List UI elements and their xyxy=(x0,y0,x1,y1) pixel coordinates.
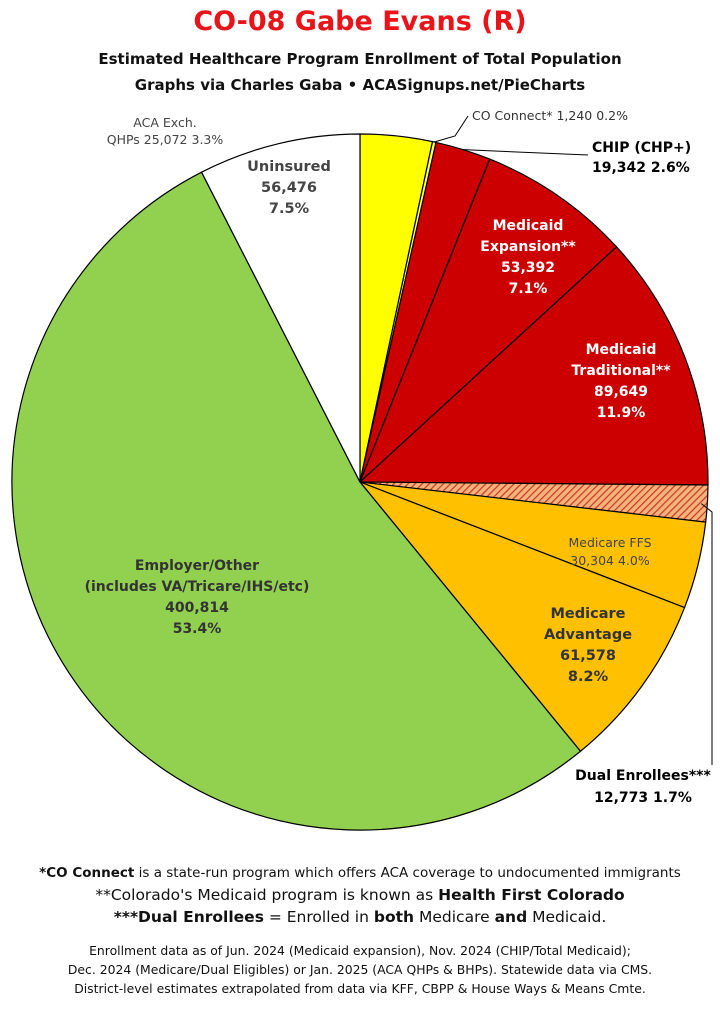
footnote-medicaid-name: Health First Colorado xyxy=(438,886,625,904)
footnote-dual: ***Dual Enrollees = Enrolled in both Med… xyxy=(0,908,720,926)
source-line-1: Enrollment data as of Jun. 2024 (Medicai… xyxy=(89,943,631,958)
pie-slice-medicaid-expansion xyxy=(359,158,618,483)
leader-line-co-connect xyxy=(434,115,469,143)
slice-label-chip-chp: CHIP (CHP+) 19,342 2.6% xyxy=(592,140,691,176)
footnote-medicaid: **Colorado's Medicaid program is known a… xyxy=(0,886,720,904)
slice-label-co-connect: CO Connect* 1,240 0.2% xyxy=(472,108,628,123)
slice-label-dual-enrollees: Dual Enrollees*** 12,773 1.7% xyxy=(575,768,711,806)
slice-label-medicaid-traditional: Medicaid Traditional** 89,649 11.9% xyxy=(571,342,671,421)
footnote-dual-text-2: Medicare xyxy=(414,908,495,926)
pie-slice-uninsured xyxy=(200,133,361,483)
footnote-co-connect: *CO Connect is a state-run program which… xyxy=(0,865,720,881)
slice-labels: ACA Exch. QHPs 25,072 3.3% CO Connect* 1,2… xyxy=(85,108,712,806)
chart-title: CO-08 Gabe Evans (R) xyxy=(193,6,527,37)
source-line-3: District-level estimates extrapolated fr… xyxy=(74,981,646,996)
pie-slices xyxy=(11,133,709,831)
source-line-2: Dec. 2024 (Medicare/Dual Eligibles) or J… xyxy=(67,962,653,977)
leader-lines xyxy=(434,115,713,765)
leader-line-dual-enrollees xyxy=(701,503,713,765)
footnote-dual-text-3: Medicaid. xyxy=(527,908,607,926)
slice-label-employer-other-includes-va-tricare-ihs-etc: Employer/Other (includes VA/Tricare/IHS/e… xyxy=(85,558,310,637)
footnote-co-connect-text: is a state-run program which offers ACA … xyxy=(134,865,681,881)
leader-line-chip xyxy=(463,149,589,156)
footnote-medicaid-text: **Colorado's Medicaid program is known a… xyxy=(95,886,439,904)
chart-subtitle: Estimated Healthcare Program Enrollment … xyxy=(98,50,622,68)
pie-slice-medicare-advantage xyxy=(358,480,686,753)
footnote-dual-term: ***Dual Enrollees xyxy=(113,908,264,926)
slice-label-medicare-ffs: Medicare FFS 30,304 4.0% xyxy=(568,535,651,568)
pie-slice-employer-other-includes-va-tricare-ihs-etc xyxy=(11,171,582,831)
footnote-co-connect-term: *CO Connect xyxy=(39,865,135,881)
pie-slice-medicaid-traditional xyxy=(358,246,709,486)
chart-credit: Graphs via Charles Gaba • ACASignups.net… xyxy=(134,76,586,94)
footnote-dual-text-1: = Enrolled in xyxy=(263,908,374,926)
footnote-dual-and: and xyxy=(494,908,528,926)
slice-label-aca-exch-qhps: ACA Exch. QHPs 25,072 3.3% xyxy=(107,115,224,147)
slice-label-uninsured: Uninsured 56,476 7.5% xyxy=(247,159,331,217)
slice-label-medicaid-expansion: Medicaid Expansion** 53,392 7.1% xyxy=(480,218,576,297)
slice-label-medicare-advantage: Medicare Advantage 61,578 8.2% xyxy=(544,606,632,685)
footnote-dual-both: both xyxy=(373,908,415,926)
